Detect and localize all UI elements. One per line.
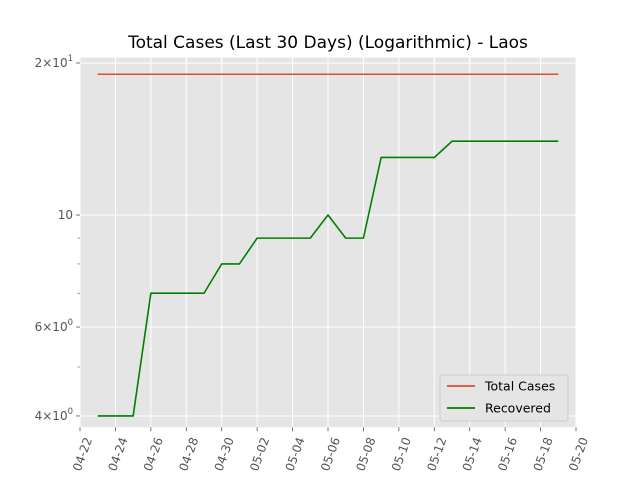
x-tick-label: 04-24: [105, 435, 130, 473]
x-tick-label: 04-22: [70, 435, 95, 473]
x-tick-label: 05-10: [389, 435, 414, 473]
y-tick-exponent: 1: [68, 54, 73, 64]
x-tick-label: 05-08: [353, 435, 378, 473]
y-tick-times: ×10: [42, 409, 67, 423]
x-tick-label: 05-14: [460, 435, 485, 473]
x-tick-label: 05-16: [495, 435, 520, 473]
x-axis: 04-22 04-24 04-26 04-28 04-30 05-02 05-04 05-06…: [70, 427, 591, 473]
y-tick-value: 10: [58, 208, 73, 222]
x-tick-label: 04-28: [176, 435, 201, 473]
x-tick-label: 05-06: [318, 435, 343, 473]
y-tick-label: 10: [58, 208, 73, 222]
legend: Total Cases Recovered: [439, 374, 569, 422]
x-tick-label: 05-18: [531, 435, 556, 473]
x-tick-label: 04-30: [212, 435, 237, 473]
y-tick-label: 6×100: [35, 318, 73, 334]
x-tick-label: 05-12: [424, 435, 449, 473]
x-tick-label: 05-04: [283, 435, 308, 473]
chart-title: Total Cases (Last 30 Days) (Logarithmic)…: [127, 33, 528, 53]
y-tick-mantissa: 6: [35, 320, 43, 334]
legend-label: Recovered: [485, 401, 551, 416]
y-tick-label: 2×101: [35, 54, 73, 70]
series-line-recovered: [97, 140, 559, 417]
y-tick-mantissa: 2: [35, 56, 43, 70]
y-tick-exponent: 0: [68, 407, 73, 417]
x-tick-label: 05-02: [247, 435, 272, 473]
grid-lines: [79, 57, 577, 428]
y-tick-times: ×10: [42, 56, 67, 70]
y-tick-times: ×10: [42, 320, 67, 334]
x-tick-label: 05-20: [566, 435, 591, 473]
series-lines: [97, 73, 559, 417]
y-tick-mantissa: 4: [35, 409, 43, 423]
legend-label: Total Cases: [484, 379, 555, 394]
y-tick-label: 4×100: [35, 407, 73, 423]
x-tick-label: 04-26: [141, 435, 166, 473]
y-tick-exponent: 0: [68, 318, 73, 328]
